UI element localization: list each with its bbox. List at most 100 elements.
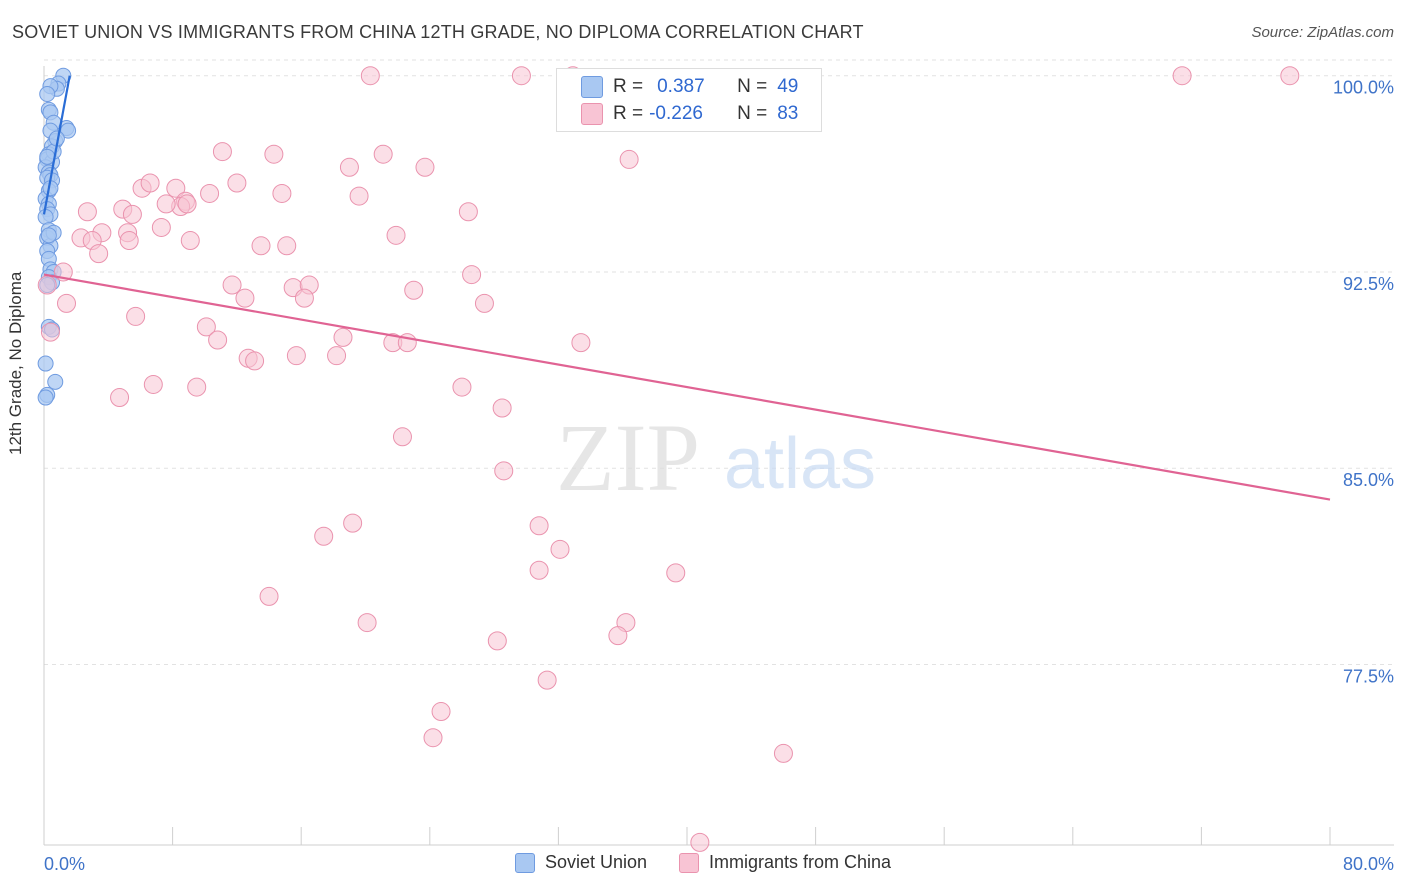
legend-swatch-china (679, 852, 699, 873)
x-tick-label-max: 80.0% (1343, 854, 1394, 874)
china-point (40, 322, 60, 342)
china-point (690, 832, 710, 852)
china-point (177, 194, 197, 214)
stats-row-soviet: R = 0.387 N = 49 (581, 74, 798, 100)
china-point (222, 275, 242, 295)
soviet-point (40, 227, 57, 244)
soviet-point (37, 355, 54, 372)
china-point (404, 280, 424, 300)
soviet-point (39, 148, 56, 165)
china-point (1172, 66, 1192, 86)
china-point (666, 563, 686, 583)
legend-item-soviet[interactable]: Soviet Union (514, 852, 647, 873)
r-value: 0.387 (657, 76, 705, 97)
china-point (208, 330, 228, 350)
china-trend-line (43, 273, 1331, 501)
n-label: N = (737, 103, 768, 124)
china-point (277, 236, 297, 256)
china-point (357, 613, 377, 633)
r-label: R = (613, 76, 644, 97)
legend-item-china[interactable]: Immigrants from China (679, 852, 891, 873)
n-value: 49 (777, 76, 799, 97)
china-point (529, 516, 549, 536)
china-point (423, 728, 443, 748)
china-point (529, 560, 549, 580)
china-point (259, 586, 279, 606)
chart-title: SOVIET UNION VS IMMIGRANTS FROM CHINA 12… (12, 22, 864, 42)
data-points (37, 66, 1300, 852)
trend-lines (42, 75, 1331, 501)
china-point (343, 513, 363, 533)
china-point (156, 194, 176, 214)
china-point (550, 539, 570, 559)
china-point (77, 202, 97, 222)
china-point (187, 377, 207, 397)
china-point (294, 288, 314, 308)
china-point (537, 670, 557, 690)
china-point (492, 398, 512, 418)
x-tick-label-min: 0.0% (44, 854, 85, 874)
china-point (327, 346, 347, 366)
china-point (1280, 66, 1300, 86)
watermark-zip: ZIP (556, 404, 700, 511)
china-point (511, 66, 531, 86)
china-point (166, 178, 186, 198)
china-point (474, 293, 494, 313)
china-point (264, 144, 284, 164)
china-point (89, 244, 109, 264)
y-tick-label: 100.0% (1333, 78, 1394, 98)
china-point (608, 626, 628, 646)
china-point (286, 346, 306, 366)
china-point (415, 157, 435, 177)
china-point (122, 204, 142, 224)
r-value: -0.226 (649, 103, 703, 124)
china-point (339, 157, 359, 177)
legend-swatch-soviet (514, 852, 535, 873)
china-point (110, 388, 130, 408)
china-point (458, 202, 478, 222)
r-label: R = (613, 103, 644, 124)
soviet-swatch (581, 76, 603, 98)
bottom-legend: Soviet Union Immigrants from China (0, 852, 1406, 873)
axes (43, 66, 1394, 846)
y-tick-label: 85.0% (1343, 470, 1394, 490)
china-point (571, 333, 591, 353)
china-point (196, 317, 216, 337)
soviet-point (37, 389, 54, 406)
china-point (373, 144, 393, 164)
china-point (349, 186, 369, 206)
china-point (386, 225, 406, 245)
china-swatch (581, 103, 603, 125)
n-value: 83 (777, 103, 799, 124)
china-point (272, 183, 292, 203)
china-point (494, 461, 514, 481)
y-tick-label: 92.5% (1343, 274, 1394, 294)
china-point (235, 288, 255, 308)
china-point (37, 275, 57, 295)
china-point (452, 377, 472, 397)
china-point (333, 327, 353, 347)
china-point (462, 265, 482, 285)
stats-row-china: R = -0.226 N = 83 (581, 101, 798, 127)
china-point (212, 142, 232, 162)
legend-label-china: Immigrants from China (709, 852, 892, 872)
soviet-point (39, 86, 56, 103)
soviet-point (37, 209, 54, 225)
soviet-trend-line (42, 75, 71, 215)
watermark-atlas: atlas (724, 424, 876, 504)
china-point (151, 217, 171, 237)
china-point (140, 173, 160, 193)
china-point (143, 374, 163, 394)
china-point (227, 173, 247, 193)
china-point (360, 66, 380, 86)
soviet-point (47, 373, 64, 390)
y-axis-label: 12th Grade, No Diploma (6, 271, 25, 455)
china-point (245, 351, 265, 371)
china-point (392, 427, 412, 447)
watermark: ZIP atlas (556, 404, 876, 511)
china-point (57, 293, 77, 313)
tick-labels: 77.5% 85.0% 92.5% 100.0% 0.0% 80.0% (44, 78, 1394, 874)
china-point (251, 236, 271, 256)
china-point (119, 231, 139, 251)
